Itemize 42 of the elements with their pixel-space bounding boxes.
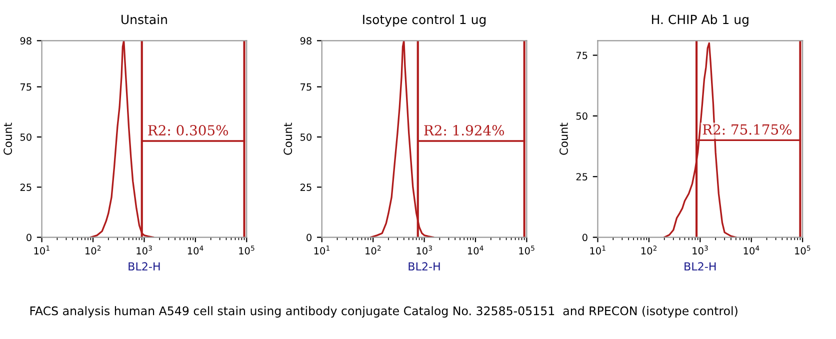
x-tick-label: 10$^{5}$ <box>519 246 534 254</box>
x-tick-label: 10$^{3}$ <box>416 246 432 254</box>
annotation: R2: 0.305% <box>148 125 228 136</box>
y-tick-label: 75 <box>576 52 588 60</box>
x-tick-label: 10$^{5}$ <box>795 246 810 254</box>
y-tick-label: 75 <box>300 83 312 91</box>
x-tick-label: 10$^{1}$ <box>314 246 330 254</box>
y-tick-label: 25 <box>20 184 32 191</box>
chart-title: H. CHIP Ab 1 ug <box>652 14 748 27</box>
x-axis-title: BL2-H <box>684 262 716 270</box>
x-tick-label: 10$^{5}$ <box>239 246 254 254</box>
annotation: R2: 75.175% <box>702 124 792 135</box>
y-tick-label: 25 <box>300 184 312 191</box>
annotation: R2: 1.924% <box>424 125 504 136</box>
y-tick-label: 0 <box>582 234 588 242</box>
y-tick-label: 98 <box>20 37 32 45</box>
x-tick-label: 10$^{1}$ <box>590 246 606 254</box>
y-tick-label: 50 <box>576 112 588 120</box>
y-tick-label: 0 <box>306 234 312 242</box>
y-tick-label: 0 <box>26 234 32 242</box>
y-tick-label: 50 <box>300 133 312 141</box>
y-axis-title: Count <box>284 122 292 155</box>
x-axis-title: BL2-H <box>408 262 440 270</box>
x-tick-label: 10$^{3}$ <box>136 246 152 254</box>
x-tick-label: 10$^{2}$ <box>641 246 656 254</box>
chart-title: Unstain <box>122 14 167 24</box>
x-tick-label: 10$^{4}$ <box>188 246 204 254</box>
x-tick-label: 10$^{1}$ <box>34 246 50 254</box>
chart-title: Isotype control 1 ug <box>363 14 486 27</box>
y-tick-label: 98 <box>300 37 312 45</box>
y-axis-title: Count <box>560 122 568 155</box>
x-tick-label: 10$^{2}$ <box>366 246 381 254</box>
y-axis-title: Count <box>4 122 12 155</box>
y-tick-label: 25 <box>576 173 588 180</box>
y-tick-label: 75 <box>20 83 32 91</box>
text: FACS analysis human A549 cell stain using antibody conjugate Catalog No. 32585-05151 and RPECON (isotype control) <box>30 306 738 318</box>
x-tick-label: 10$^{3}$ <box>692 246 708 254</box>
y-tick-label: 50 <box>20 133 32 141</box>
x-tick-label: 10$^{4}$ <box>468 246 484 254</box>
x-tick-label: 10$^{4}$ <box>744 246 760 254</box>
x-axis-title: BL2-H <box>128 262 160 270</box>
x-tick-label: 10$^{2}$ <box>86 246 101 254</box>
